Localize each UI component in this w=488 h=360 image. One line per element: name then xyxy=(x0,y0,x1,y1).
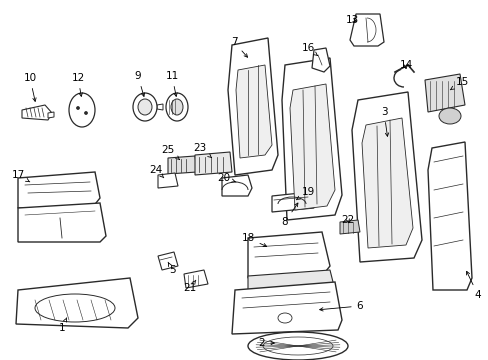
Text: 23: 23 xyxy=(193,143,211,158)
Polygon shape xyxy=(247,232,329,278)
Text: 16: 16 xyxy=(301,43,317,55)
Polygon shape xyxy=(48,112,54,118)
Text: 21: 21 xyxy=(183,280,196,293)
Text: 1: 1 xyxy=(59,318,67,333)
Polygon shape xyxy=(18,172,100,208)
Ellipse shape xyxy=(76,107,80,109)
Text: 22: 22 xyxy=(341,215,354,225)
Text: 5: 5 xyxy=(168,262,175,275)
Polygon shape xyxy=(195,152,231,175)
Polygon shape xyxy=(427,142,471,290)
Polygon shape xyxy=(22,105,52,120)
Text: 8: 8 xyxy=(281,203,297,227)
Polygon shape xyxy=(349,14,383,46)
Polygon shape xyxy=(311,48,329,72)
Text: 4: 4 xyxy=(466,271,480,300)
Polygon shape xyxy=(168,156,197,174)
Ellipse shape xyxy=(247,332,347,360)
Polygon shape xyxy=(339,220,359,234)
Text: 10: 10 xyxy=(23,73,37,102)
Polygon shape xyxy=(351,92,421,262)
Polygon shape xyxy=(157,104,163,110)
Ellipse shape xyxy=(84,112,87,114)
Polygon shape xyxy=(158,252,178,270)
Polygon shape xyxy=(271,192,313,212)
Text: 13: 13 xyxy=(345,15,358,25)
Text: 11: 11 xyxy=(165,71,178,96)
Text: 18: 18 xyxy=(241,233,266,247)
Polygon shape xyxy=(231,282,341,334)
Ellipse shape xyxy=(438,108,460,124)
Polygon shape xyxy=(361,118,412,248)
Ellipse shape xyxy=(133,93,157,121)
Polygon shape xyxy=(16,278,138,328)
Text: 15: 15 xyxy=(449,77,468,90)
Polygon shape xyxy=(18,203,106,242)
Ellipse shape xyxy=(35,294,115,322)
Text: 9: 9 xyxy=(134,71,144,96)
Ellipse shape xyxy=(171,99,183,115)
Text: 14: 14 xyxy=(399,60,412,70)
Text: 2: 2 xyxy=(258,338,274,348)
Text: 6: 6 xyxy=(319,301,363,311)
Ellipse shape xyxy=(138,99,152,115)
Text: 3: 3 xyxy=(380,107,388,136)
Text: 7: 7 xyxy=(230,37,247,57)
Polygon shape xyxy=(289,84,334,210)
Polygon shape xyxy=(222,175,251,196)
Polygon shape xyxy=(158,173,178,188)
Polygon shape xyxy=(227,38,278,175)
Text: 17: 17 xyxy=(11,170,30,182)
Polygon shape xyxy=(183,270,207,288)
Text: 20: 20 xyxy=(217,173,236,183)
Text: 19: 19 xyxy=(296,187,314,200)
Polygon shape xyxy=(282,58,341,220)
Ellipse shape xyxy=(69,93,95,127)
Polygon shape xyxy=(236,65,271,158)
Polygon shape xyxy=(247,270,333,290)
Polygon shape xyxy=(424,74,464,112)
Text: 12: 12 xyxy=(71,73,84,96)
Text: 24: 24 xyxy=(149,165,163,178)
Text: 25: 25 xyxy=(161,145,179,159)
Ellipse shape xyxy=(278,313,291,323)
Ellipse shape xyxy=(165,93,187,121)
